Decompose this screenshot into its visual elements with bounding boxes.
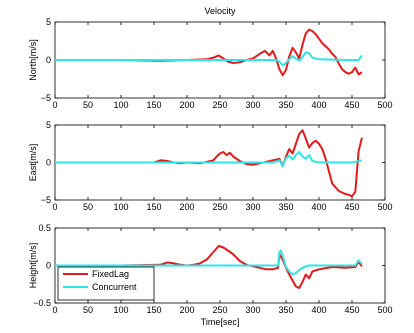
x-tick-label: 300 xyxy=(245,305,260,315)
x-tick-label: 300 xyxy=(245,202,260,212)
x-tick-label: 350 xyxy=(278,305,293,315)
x-tick-label: 350 xyxy=(278,100,293,110)
x-tick-label: 100 xyxy=(113,202,128,212)
x-tick-label: 150 xyxy=(146,305,161,315)
x-tick-label: 350 xyxy=(278,202,293,212)
y-tick-label: 0.5 xyxy=(38,223,51,233)
x-tick-label: 200 xyxy=(179,100,194,110)
x-tick-label: 0 xyxy=(52,100,57,110)
x-tick-label: 400 xyxy=(311,100,326,110)
x-tick-label: 100 xyxy=(113,305,128,315)
y-tick-label: −5 xyxy=(41,195,51,205)
x-tick-label: 250 xyxy=(212,100,227,110)
x-tick-label: 500 xyxy=(377,202,392,212)
x-tick-label: 450 xyxy=(344,305,359,315)
x-tick-label: 100 xyxy=(113,100,128,110)
y-axis-label: North[m/s] xyxy=(28,39,38,81)
x-tick-label: 450 xyxy=(344,202,359,212)
chart-title: Velocity xyxy=(204,6,236,16)
legend: FixedLag Concurrent xyxy=(57,266,155,301)
y-tick-label: 0 xyxy=(46,158,51,168)
x-tick-label: 250 xyxy=(212,305,227,315)
x-tick-label: 150 xyxy=(146,100,161,110)
x-tick-label: 0 xyxy=(52,202,57,212)
x-tick-label: 50 xyxy=(83,202,93,212)
x-tick-label: 400 xyxy=(311,305,326,315)
series-line-concurrent xyxy=(55,51,363,67)
legend-label-concurrent: Concurrent xyxy=(92,282,137,292)
x-tick-label: 200 xyxy=(179,305,194,315)
y-axis-label: Height[m/s] xyxy=(28,243,38,289)
x-tick-label: 400 xyxy=(311,202,326,212)
legend-box xyxy=(57,266,155,301)
chart-panel-1: 0 50 100 150 200 250 300 350 400 450 50050−5North[… xyxy=(28,6,393,110)
x-tick-label: 150 xyxy=(146,202,161,212)
y-tick-label: −5 xyxy=(41,93,51,103)
x-tick-label: 300 xyxy=(245,100,260,110)
x-tick-label: 450 xyxy=(344,100,359,110)
x-axis-label: Time[sec] xyxy=(201,317,240,327)
y-tick-label: 0 xyxy=(46,55,51,65)
x-tick-label: 500 xyxy=(377,305,392,315)
x-tick-label: 50 xyxy=(83,100,93,110)
y-tick-label: 0 xyxy=(46,261,51,271)
x-tick-label: 500 xyxy=(377,100,392,110)
series-line-concurrent xyxy=(55,249,363,276)
x-tick-label: 0 xyxy=(52,305,57,315)
y-tick-label: 5 xyxy=(46,120,51,130)
x-tick-label: 200 xyxy=(179,202,194,212)
x-tick-label: 250 xyxy=(212,202,227,212)
chart-panel-2: 0 50 100 150 200 250 300 350 400 450 50050−5East[m… xyxy=(28,120,393,212)
y-axis-label: East[m/s] xyxy=(28,144,38,182)
series-line-concurrent xyxy=(55,151,363,168)
chart-panel-3: 0 50 100 150 200 250 300 350 400 450 5000.50−0.5He… xyxy=(28,223,393,327)
y-tick-label: 5 xyxy=(46,17,51,27)
x-tick-label: 50 xyxy=(83,305,93,315)
legend-label-fixedlag: FixedLag xyxy=(92,269,129,279)
y-tick-label: −0.5 xyxy=(33,298,51,308)
